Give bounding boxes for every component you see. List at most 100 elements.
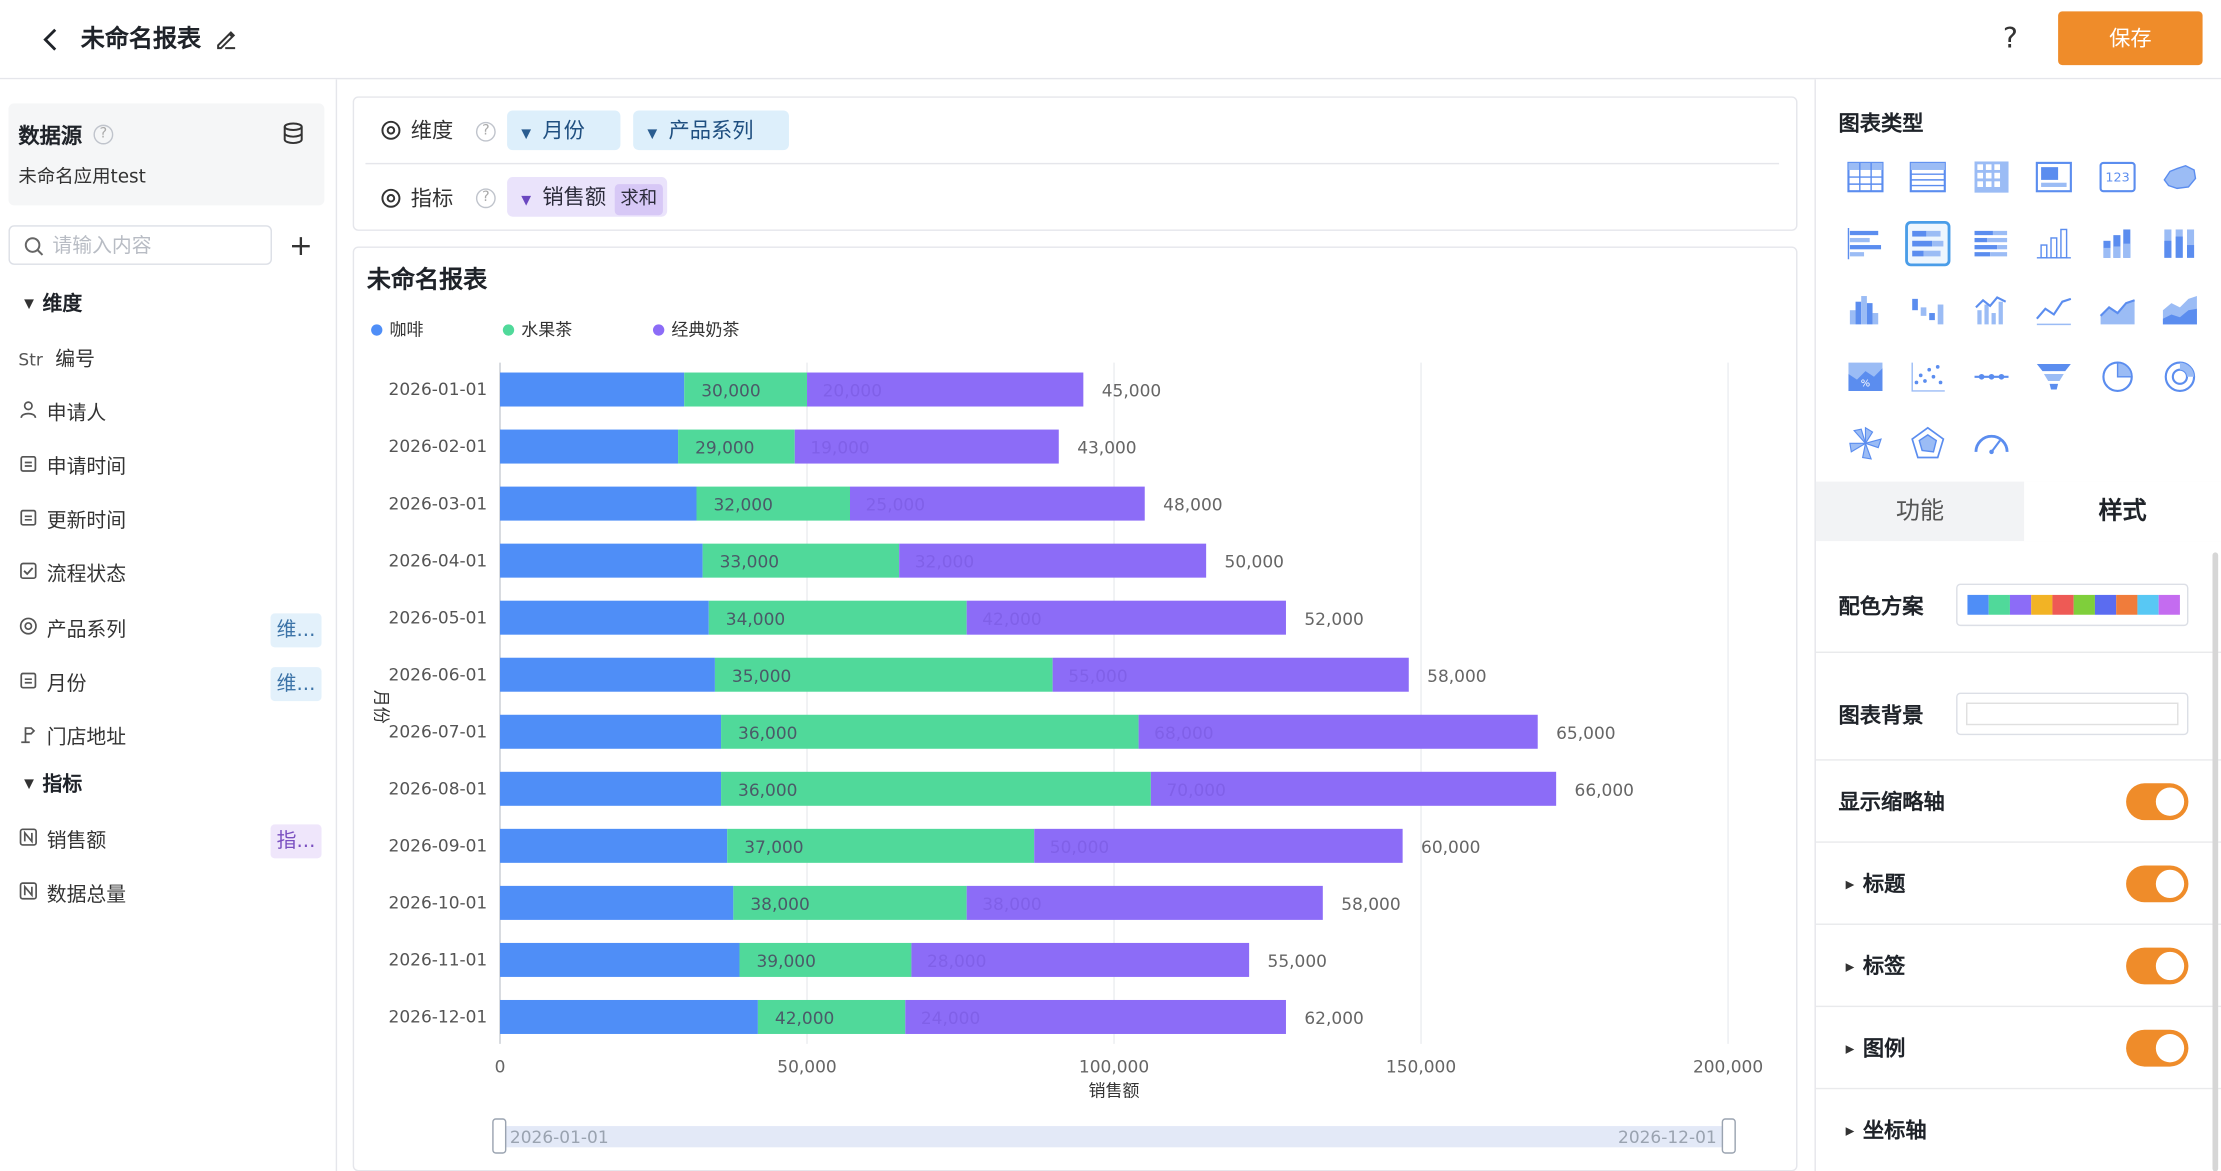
bar-segment (899, 543, 1207, 578)
data-label: 50,000 (1050, 838, 1109, 858)
help-icon[interactable]: ? (2002, 21, 2018, 56)
legend-item[interactable]: 经典奶茶 (652, 319, 739, 342)
data-label-toggle[interactable] (2126, 947, 2189, 985)
color-swatch (1967, 594, 1989, 615)
data-label: 66,000 (1575, 781, 1634, 801)
data-label: 62,000 (1304, 1009, 1363, 1029)
legend-dot-icon (502, 323, 515, 335)
chart-type-column-icon[interactable] (2031, 221, 2076, 266)
chart-bg-color-picker[interactable] (1956, 692, 2189, 736)
zoom-handle-right[interactable] (1721, 1118, 1736, 1154)
metric-pill-sales[interactable]: ▼ 销售额 求和 (507, 177, 668, 217)
zoom-handle-left[interactable] (492, 1118, 507, 1154)
edit-pencil-icon[interactable] (212, 25, 240, 53)
legend-item[interactable]: 水果茶 (502, 319, 572, 342)
legend-toggle[interactable] (2126, 1029, 2189, 1067)
datasource-help-icon[interactable]: ? (93, 124, 114, 145)
field-search-input[interactable]: 请输入内容 (8, 225, 272, 265)
field-item[interactable]: 数据总量 (18, 881, 126, 909)
field-item[interactable]: 产品系列 (18, 615, 126, 643)
chart-type-donut-icon[interactable] (2157, 354, 2202, 399)
dimension-settings-icon[interactable] (380, 119, 403, 142)
field-label: 数据总量 (46, 883, 127, 907)
data-label: 37,000 (744, 838, 803, 858)
chart-type-timeline-icon[interactable] (1969, 354, 2014, 399)
y-tick-label: 2026-05-01 (389, 608, 488, 628)
data-label: 45,000 (1102, 382, 1161, 402)
database-switch-icon[interactable] (280, 120, 305, 145)
chart-type-detail-table-icon[interactable] (1905, 154, 1950, 199)
dimension-collapse-caret-icon[interactable]: ▼ (24, 297, 34, 312)
chart-type-pivot-table-icon[interactable] (1969, 154, 2014, 199)
number-type-icon (18, 827, 41, 855)
chart-type-combo-icon[interactable] (1969, 288, 2014, 333)
field-item[interactable]: Str 编号 (18, 346, 94, 374)
metric-collapse-caret-icon[interactable]: ▼ (24, 777, 34, 792)
field-item[interactable]: 申请时间 (18, 454, 126, 482)
chart-type-rose-icon[interactable] (1843, 421, 1888, 466)
dimension-pill-product[interactable]: ▼ 产品系列 (633, 110, 789, 151)
data-label-section[interactable]: ▶ 标签 (1846, 952, 1906, 981)
field-item[interactable]: 更新时间 (18, 508, 126, 536)
metric-settings-icon[interactable] (380, 187, 403, 210)
axis-section[interactable]: ▶ 坐标轴 (1846, 1116, 1927, 1145)
chart-type-bar-h-stacked-icon[interactable] (1905, 220, 1951, 267)
data-label: 32,000 (713, 496, 772, 516)
field-item[interactable]: 月份 (18, 669, 86, 697)
dropdown-caret-icon: ▼ (647, 127, 658, 142)
dropdown-caret-icon: ▼ (521, 127, 532, 142)
field-item[interactable]: 门店地址 (18, 723, 126, 751)
bar-segment (721, 714, 1139, 749)
bar-segment (500, 771, 722, 806)
chart-type-histogram-icon[interactable] (1843, 288, 1888, 333)
chart-type-pie-icon[interactable] (2095, 354, 2140, 399)
dimension-help-icon[interactable]: ? (475, 121, 496, 142)
chart-type-table-icon[interactable] (1843, 154, 1888, 199)
pill-label: 产品系列 (668, 117, 754, 144)
chart-type-gauge-icon[interactable] (1969, 421, 2014, 466)
panel-scrollbar[interactable] (2212, 552, 2219, 1171)
legend-dot-icon (652, 323, 665, 335)
bar-segment (739, 942, 912, 977)
chart-type-stacked-area-icon[interactable] (2157, 288, 2202, 333)
data-label: 34,000 (726, 610, 785, 630)
data-label: 48,000 (1163, 496, 1222, 516)
chart-type-column-stacked-icon[interactable] (2095, 221, 2140, 266)
chart-type-number-card-icon[interactable]: 123 (2095, 154, 2140, 199)
chart-type-funnel-icon[interactable] (2031, 354, 2076, 399)
chart-type-line-icon[interactable] (2031, 288, 2076, 333)
page-title: 未命名报表 (80, 25, 202, 54)
field-item[interactable]: 销售额 (18, 827, 106, 855)
chart-type-bar-h-icon[interactable] (1843, 221, 1888, 266)
title-toggle[interactable] (2126, 865, 2189, 903)
title-section[interactable]: ▶ 标题 (1846, 870, 1906, 899)
chart-type-waterfall-icon[interactable] (1905, 288, 1950, 333)
chart-type-scatter-icon[interactable] (1905, 354, 1950, 399)
location-icon (18, 723, 41, 751)
chart-type-column-percent-icon[interactable] (2157, 221, 2202, 266)
tab-style[interactable]: 样式 (2024, 481, 2221, 542)
chart-type-kpi-card-icon[interactable] (2031, 154, 2076, 199)
show-zoom-toggle[interactable] (2126, 783, 2189, 821)
color-scheme-picker[interactable] (1956, 583, 2189, 627)
chart-type-area-icon[interactable] (2095, 288, 2140, 333)
chart-bg-label: 图表背景 (1838, 702, 1924, 729)
dimension-pill-month[interactable]: ▼ 月份 (507, 110, 621, 151)
back-chevron-icon[interactable] (34, 23, 68, 57)
metric-help-icon[interactable]: ? (475, 188, 496, 209)
chart-type-bar-h-percent-icon[interactable] (1969, 221, 2014, 266)
chart-type-map-icon[interactable] (2157, 154, 2202, 199)
field-item[interactable]: 申请人 (18, 400, 106, 428)
bar-segment (807, 372, 1084, 407)
bar-segment (1034, 828, 1403, 863)
field-item[interactable]: 流程状态 (18, 561, 126, 589)
legend-section[interactable]: ▶ 图例 (1846, 1034, 1906, 1063)
add-field-icon[interactable]: + (288, 228, 313, 263)
legend-item[interactable]: 咖啡 (371, 319, 424, 342)
save-button[interactable]: 保存 (2058, 11, 2203, 66)
chart-type-percent-area-icon[interactable]: % (1843, 354, 1888, 399)
tab-function[interactable]: 功能 (1895, 497, 1945, 526)
chart-type-radar-icon[interactable] (1905, 421, 1950, 466)
bar-segment (966, 885, 1323, 920)
calendar-icon (18, 508, 41, 536)
